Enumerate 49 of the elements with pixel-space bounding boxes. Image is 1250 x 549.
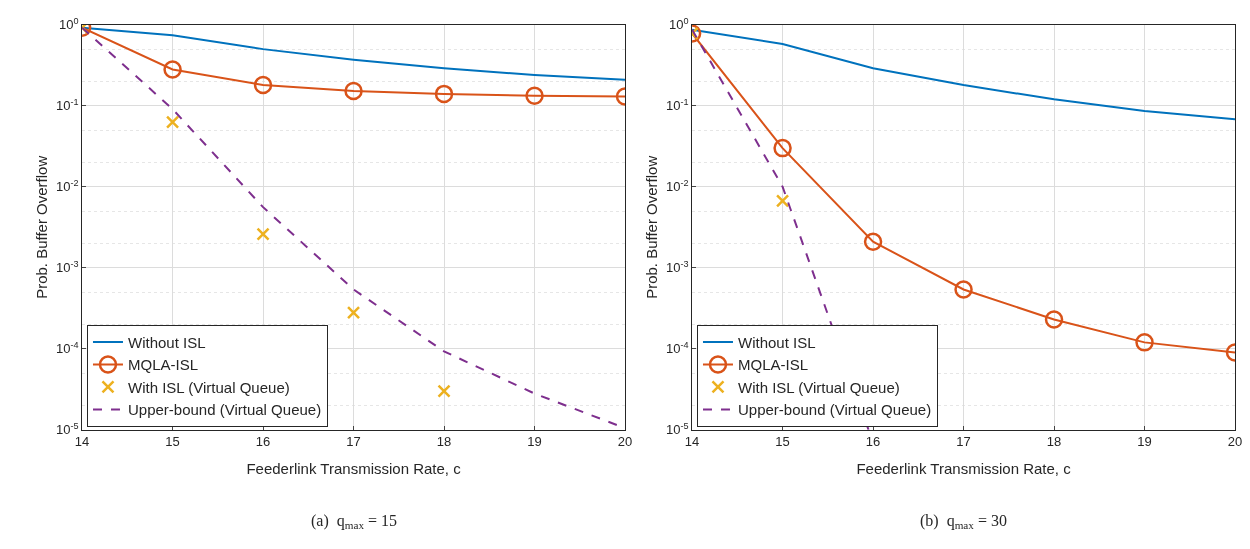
y-tick-label: 10$^{-1}$ <box>55 96 79 114</box>
legend-label: Upper-bound (Virtual Queue) <box>127 401 322 419</box>
y-tick-label: 10$^{-2}$ <box>55 177 79 195</box>
x-tick-label: 17 <box>956 434 971 450</box>
legend-label: With ISL (Virtual Queue) <box>127 378 290 396</box>
text: (a) q$_{max}$ = 15 <box>311 512 398 532</box>
y-axis-title: Prob. Buffer Overflow <box>643 155 661 299</box>
x-tick-label: 18 <box>436 434 452 450</box>
point <box>863 232 883 251</box>
y-tick-label: 10$^{-3}$ <box>665 258 689 276</box>
y-tick-label: 10$^{-2}$ <box>665 177 689 195</box>
x-tick-label: 15 <box>775 434 790 450</box>
point <box>256 227 270 241</box>
point <box>1044 310 1064 329</box>
x-axis-title: Feederlink Transmission Rate, c <box>856 460 1072 478</box>
point <box>344 81 363 101</box>
y-tick-label: 10$^{0}$ <box>668 15 689 33</box>
point <box>437 384 451 398</box>
y-tick-label: 10$^{0}$ <box>58 15 79 33</box>
legend-label: MQLA-ISL <box>737 356 809 374</box>
x-tick-label: 16 <box>865 434 881 450</box>
x-tick-label: 16 <box>255 434 271 450</box>
legend-label: Without ISL <box>737 333 816 351</box>
x-tick-label: 20 <box>617 434 633 450</box>
y-axis-title: Prob. Buffer Overflow <box>33 155 51 299</box>
x-tick-label: 17 <box>346 434 361 450</box>
y-tick-label: 10$^{-3}$ <box>55 258 79 276</box>
point <box>525 86 544 105</box>
text: (b) q$_{max}$ = 30 <box>920 512 1007 532</box>
x-tick-label: 19 <box>527 434 542 450</box>
point <box>434 84 454 104</box>
legend-label: MQLA-ISL <box>127 356 199 374</box>
point <box>346 305 361 320</box>
x-tick-label: 15 <box>165 434 180 450</box>
y-tick-label: 10$^{-4}$ <box>55 339 79 357</box>
point <box>163 60 182 79</box>
x-tick-label: 20 <box>1227 434 1243 450</box>
point <box>954 280 973 299</box>
x-axis-title: Feederlink Transmission Rate, c <box>246 460 462 478</box>
legend-label: Upper-bound (Virtual Queue) <box>737 401 932 419</box>
y-tick-label: 10$^{-4}$ <box>665 339 689 357</box>
x-tick-label: 19 <box>1137 434 1152 450</box>
y-tick-label: 10$^{-1}$ <box>665 96 689 114</box>
x-tick-label: 18 <box>1046 434 1062 450</box>
legend-label: Without ISL <box>127 333 206 351</box>
legend-label: With ISL (Virtual Queue) <box>737 378 900 396</box>
point <box>165 115 180 129</box>
line-series <box>82 26 625 81</box>
point <box>253 75 273 95</box>
